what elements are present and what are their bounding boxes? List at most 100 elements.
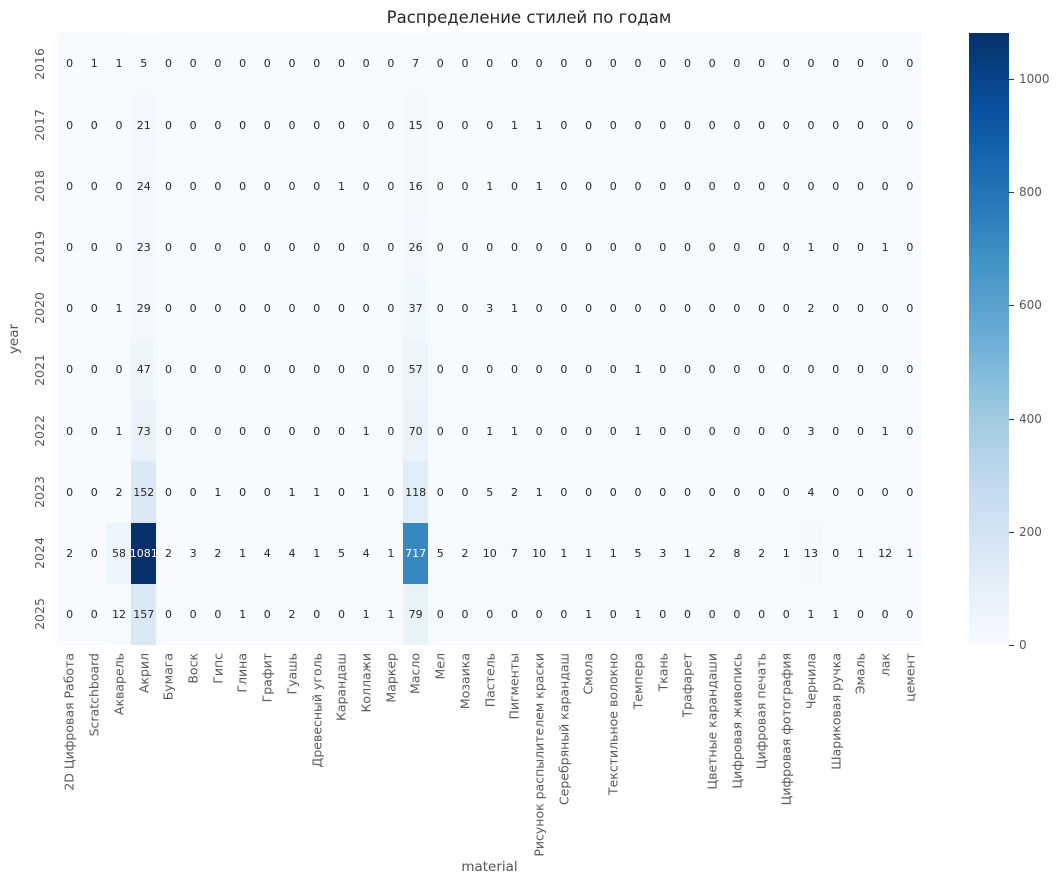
heatmap-cell: 0 <box>230 216 256 279</box>
x-tick-label: Шариковая ручка <box>828 653 843 770</box>
heatmap-cell: 0 <box>81 94 107 156</box>
heatmap-cell: 0 <box>477 583 503 646</box>
x-tick-label: Карандаш <box>333 653 349 722</box>
heatmap-cell: 0 <box>304 277 330 340</box>
heatmap-cell: 2 <box>452 522 478 585</box>
heatmap-cell: 0 <box>279 33 305 95</box>
heatmap-cell: 0 <box>699 583 725 646</box>
heatmap-cell: 0 <box>180 339 206 401</box>
y-tick-label: 2018 <box>32 170 47 202</box>
heatmap-cell: 0 <box>576 33 602 95</box>
heatmap-cell: 0 <box>625 216 651 279</box>
heatmap-cell: 0 <box>57 400 83 462</box>
heatmap-cell: 0 <box>230 277 256 340</box>
heatmap-cell: 0 <box>872 155 898 218</box>
heatmap-cell: 0 <box>551 400 577 462</box>
heatmap-cell: 0 <box>872 339 898 401</box>
heatmap-cell: 4 <box>353 522 379 585</box>
colorbar-tick-label: 600 <box>1019 298 1042 313</box>
heatmap-cell: 0 <box>699 33 725 95</box>
x-tick-label: Мел <box>432 653 448 680</box>
heatmap-cell: 0 <box>304 33 330 95</box>
x-tick-label: Scratchboard <box>86 653 102 737</box>
heatmap-cell: 0 <box>180 33 206 95</box>
heatmap-cell: 0 <box>749 400 775 462</box>
heatmap-cell: 0 <box>452 400 478 462</box>
heatmap-cell: 0 <box>551 583 577 646</box>
heatmap-cell: 0 <box>650 33 676 95</box>
heatmap-cell: 0 <box>724 339 750 401</box>
heatmap-cell: 12 <box>872 522 898 585</box>
heatmap-cell: 4 <box>798 461 824 524</box>
heatmap-cell: 0 <box>378 94 404 156</box>
heatmap-cell: 0 <box>847 33 874 95</box>
y-tick-label: 2020 <box>32 292 47 325</box>
heatmap-cell: 2 <box>205 522 231 585</box>
heatmap-cell: 0 <box>625 33 651 95</box>
heatmap-cell: 0 <box>872 583 898 646</box>
heatmap-cell: 0 <box>57 277 83 340</box>
heatmap-cell: 0 <box>328 216 355 279</box>
heatmap-cell: 1 <box>279 461 305 524</box>
heatmap-cell: 0 <box>576 216 602 279</box>
heatmap-cell: 0 <box>847 461 874 524</box>
heatmap-cell: 0 <box>81 522 107 585</box>
heatmap-cell: 0 <box>378 277 404 340</box>
x-tick-label: Масло <box>407 653 423 694</box>
heatmap-cell: 0 <box>205 33 231 95</box>
heatmap-cell: 4 <box>254 522 280 585</box>
heatmap-cell: 0 <box>650 94 676 156</box>
heatmap-cell: 0 <box>699 155 725 218</box>
heatmap-cell: 0 <box>823 155 849 218</box>
heatmap-cell: 0 <box>674 155 701 218</box>
heatmap-cell: 1 <box>576 522 602 585</box>
heatmap-cell: 2 <box>501 461 528 524</box>
heatmap-cell: 1 <box>378 522 404 585</box>
x-tick-label: лак <box>877 653 893 677</box>
heatmap-cell: 0 <box>576 155 602 218</box>
heatmap-cell: 0 <box>674 583 701 646</box>
heatmap-cell: 0 <box>155 94 182 156</box>
heatmap-cell: 0 <box>526 339 552 401</box>
heatmap-cell: 0 <box>304 216 330 279</box>
heatmap-cell: 0 <box>180 400 206 462</box>
heatmap-cell: 0 <box>106 339 132 401</box>
heatmap-cell: 0 <box>749 277 775 340</box>
heatmap-cell: 0 <box>155 339 182 401</box>
heatmap-cell: 5 <box>625 522 651 585</box>
heatmap-cell: 0 <box>230 400 256 462</box>
heatmap-cell: 0 <box>304 155 330 218</box>
heatmap-cell: 0 <box>155 155 182 218</box>
heatmap-cell: 1 <box>625 400 651 462</box>
x-tick-label: Бумага <box>160 653 176 701</box>
heatmap-cell: 2 <box>106 461 132 524</box>
heatmap-cell: 0 <box>749 216 775 279</box>
heatmap-cell: 0 <box>427 277 453 340</box>
y-tick-label: 2021 <box>32 353 47 386</box>
heatmap-cell: 0 <box>155 216 182 279</box>
heatmap-cell: 0 <box>452 33 478 95</box>
heatmap-cell: 0 <box>600 461 626 524</box>
heatmap-cell: 0 <box>798 33 824 95</box>
heatmap-cell: 0 <box>773 277 799 340</box>
heatmap-cell: 0 <box>872 33 898 95</box>
heatmap-cell: 0 <box>205 155 231 218</box>
heatmap-cell: 0 <box>724 461 750 524</box>
heatmap-cell: 0 <box>304 339 330 401</box>
colorbar-tick-mark <box>1009 192 1014 194</box>
heatmap-cell: 70 <box>403 400 429 462</box>
heatmap-cell: 0 <box>526 216 552 279</box>
heatmap-cell: 0 <box>724 94 750 156</box>
heatmap-cell: 0 <box>650 400 676 462</box>
heatmap-cell: 0 <box>897 461 923 524</box>
heatmap-cell: 0 <box>427 400 453 462</box>
heatmap-cell: 0 <box>847 583 874 646</box>
x-tick-label: Трафарет <box>679 653 695 718</box>
heatmap-cell: 5 <box>477 461 503 524</box>
heatmap-cell: 1 <box>897 522 923 585</box>
heatmap-cell: 1 <box>353 400 379 462</box>
x-tick-label: Глина <box>234 653 250 693</box>
heatmap-cell: 0 <box>180 277 206 340</box>
heatmap-cell: 0 <box>452 216 478 279</box>
heatmap-cell: 0 <box>427 155 453 218</box>
